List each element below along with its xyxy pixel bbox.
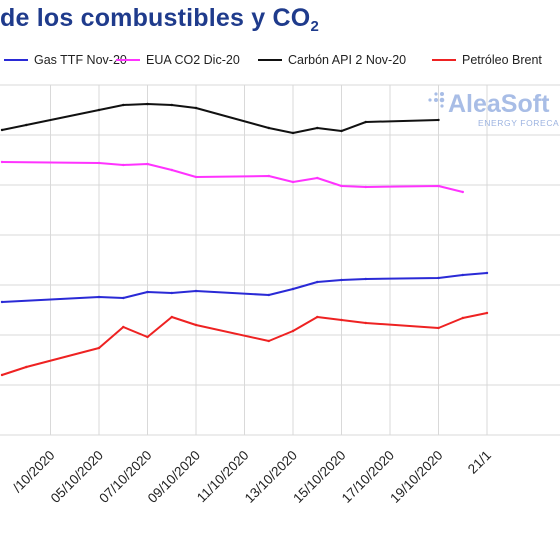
data-point-eua-co2 (267, 174, 270, 178)
legend-label-gas-ttf: Gas TTF Nov-20 (34, 53, 127, 67)
logo-dot (434, 92, 438, 96)
data-point-eua-co2 (461, 190, 464, 194)
logo-dot (440, 104, 444, 108)
data-point-brent (437, 326, 440, 330)
data-point-carbon-api2 (146, 102, 149, 106)
data-point-gas-ttf (122, 296, 125, 300)
data-point-brent (97, 346, 101, 350)
data-point-carbon-api2 (364, 120, 367, 124)
x-tick-label: 09/10/2020 (145, 448, 203, 506)
data-point-brent (316, 315, 319, 319)
data-point-gas-ttf (291, 287, 295, 291)
data-point-carbon-api2 (97, 108, 101, 112)
logo-dot (434, 98, 438, 102)
data-point-brent (485, 311, 489, 315)
legend-swatch-carbon-api2 (258, 58, 282, 61)
data-point-brent (122, 325, 125, 329)
data-point-brent (25, 365, 28, 369)
data-point-carbon-api2 (437, 118, 440, 122)
data-point-brent (340, 318, 343, 322)
series-line-gas-ttf (1, 272, 488, 303)
aleasoft-logo: AleaSoft ENERGY FORECA (428, 90, 559, 128)
data-point-eua-co2 (364, 185, 367, 189)
data-point-eua-co2 (437, 184, 440, 188)
legend-swatch-gas-ttf (4, 58, 28, 61)
legend-label-carbon-api2: Carbón API 2 Nov-20 (288, 53, 407, 67)
data-point-brent (146, 335, 149, 339)
data-point-brent (364, 321, 367, 325)
data-point-carbon-api2 (25, 123, 28, 127)
data-point-gas-ttf (194, 289, 198, 293)
x-tick-label: 19/10/2020 (387, 448, 445, 506)
x-tick-label: /10/2020 (10, 448, 58, 496)
data-point-eua-co2 (194, 175, 198, 179)
data-point-eua-co2 (97, 161, 101, 165)
chart-title-main: de los combustibles y CO (0, 4, 311, 32)
legend-item-gas-ttf: Gas TTF Nov-20 (4, 53, 127, 67)
logo-dot (439, 97, 445, 103)
data-point-eua-co2 (122, 163, 125, 167)
data-point-brent (0, 373, 4, 377)
legend-swatch-brent (432, 58, 456, 61)
series-line-eua-co2 (1, 161, 464, 193)
data-point-gas-ttf (340, 278, 343, 282)
data-point-brent (170, 315, 173, 319)
data-point-gas-ttf (364, 277, 367, 281)
data-point-eua-co2 (170, 168, 173, 172)
data-point-gas-ttf (485, 271, 489, 275)
data-point-carbon-api2 (122, 103, 125, 107)
data-point-eua-co2 (316, 176, 319, 180)
data-point-gas-ttf (461, 273, 464, 277)
data-point-eua-co2 (0, 160, 4, 164)
logo-dot (428, 98, 432, 102)
logo-dots-icon (428, 92, 445, 108)
legend-label-brent: Petróleo Brent (462, 53, 542, 67)
data-point-brent (291, 329, 295, 333)
data-point-brent (267, 339, 270, 343)
logo-dot (440, 92, 444, 96)
legend-item-eua-co2: EUA CO2 Dic-20 (116, 53, 240, 67)
series-line-carbon-api2 (1, 103, 439, 134)
data-point-carbon-api2 (170, 103, 173, 107)
data-point-carbon-api2 (316, 126, 319, 130)
legend-swatch-eua-co2 (116, 58, 140, 61)
data-point-brent (194, 323, 198, 327)
data-point-gas-ttf (97, 295, 101, 299)
data-point-carbon-api2 (267, 126, 270, 130)
chart-grid (0, 84, 560, 436)
logo-tagline-text: ENERGY FORECA (478, 118, 559, 128)
data-point-carbon-api2 (0, 128, 4, 132)
logo-brand-text: AleaSoft (448, 90, 550, 118)
chart-title: de los combustibles y CO2 (0, 4, 319, 35)
x-tick-label: 21/1 (465, 448, 494, 477)
legend-item-carbon-api2: Carbón API 2 Nov-20 (258, 53, 406, 67)
chart-title-subscript: 2 (310, 18, 319, 35)
data-point-gas-ttf (437, 276, 440, 280)
chart-series (0, 102, 489, 377)
chart-legend: Gas TTF Nov-20 EUA CO2 Dic-20 Carbón API… (0, 53, 560, 71)
data-point-carbon-api2 (291, 131, 295, 135)
data-point-eua-co2 (146, 162, 149, 166)
data-point-gas-ttf (170, 291, 173, 295)
data-point-brent (461, 316, 464, 320)
data-point-carbon-api2 (340, 129, 343, 133)
data-point-carbon-api2 (194, 106, 198, 110)
legend-item-brent: Petróleo Brent (432, 53, 542, 67)
data-point-gas-ttf (146, 290, 149, 294)
data-point-gas-ttf (316, 280, 319, 284)
data-point-eua-co2 (340, 184, 343, 188)
data-point-gas-ttf (267, 293, 270, 297)
data-point-gas-ttf (0, 300, 4, 304)
legend-label-eua-co2: EUA CO2 Dic-20 (146, 53, 240, 67)
x-axis-tick-labels: /10/202005/10/202007/10/202009/10/202011… (10, 448, 494, 506)
data-point-eua-co2 (291, 180, 295, 184)
